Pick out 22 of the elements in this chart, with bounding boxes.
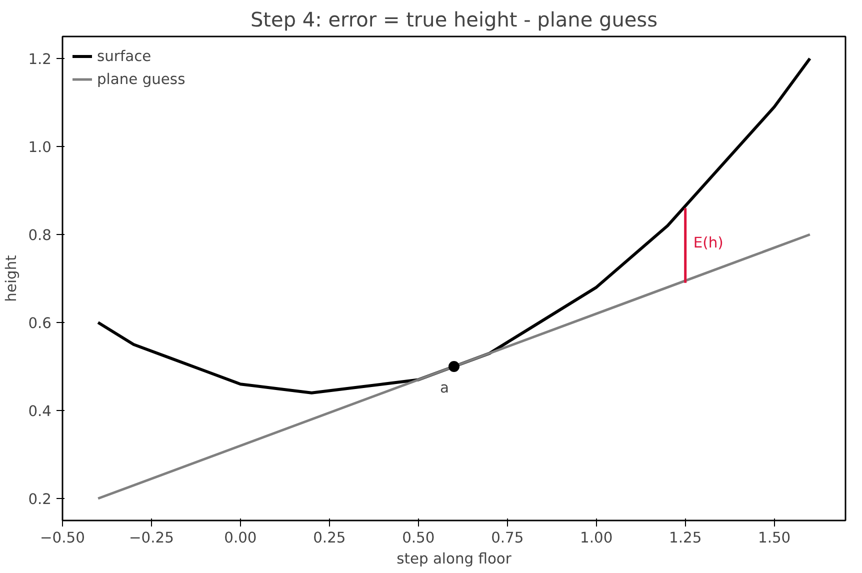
y-tick-label: 0.6 xyxy=(28,315,52,332)
chart-title: Step 4: error = true height - plane guess xyxy=(250,8,658,32)
x-tick-label: 0.25 xyxy=(313,530,346,546)
annotation: E(h) xyxy=(693,234,724,252)
legend-label: surface xyxy=(97,48,152,64)
x-axis-title: step along floor xyxy=(396,550,512,568)
y-tick-label: 0.4 xyxy=(28,403,52,420)
x-tick-label: 1.50 xyxy=(758,530,791,546)
y-axis-title: height xyxy=(3,254,20,302)
annotation: a xyxy=(440,380,449,396)
y-tick-label: 1.0 xyxy=(28,139,52,156)
legend-label: plane guess xyxy=(97,70,186,88)
y-tick-label: 1.2 xyxy=(28,51,52,68)
x-tick-label: 0.00 xyxy=(224,530,257,546)
y-tick-label: 0.2 xyxy=(28,491,52,508)
y-tick-label: 0.8 xyxy=(28,227,52,244)
x-tick-label: −0.25 xyxy=(129,530,174,546)
x-tick-label: 1.00 xyxy=(580,530,613,546)
x-tick-label: −0.50 xyxy=(40,530,85,546)
x-tick-label: 0.50 xyxy=(402,530,435,546)
x-tick-label: 1.25 xyxy=(669,530,702,546)
x-tick-label: 0.75 xyxy=(491,530,524,546)
